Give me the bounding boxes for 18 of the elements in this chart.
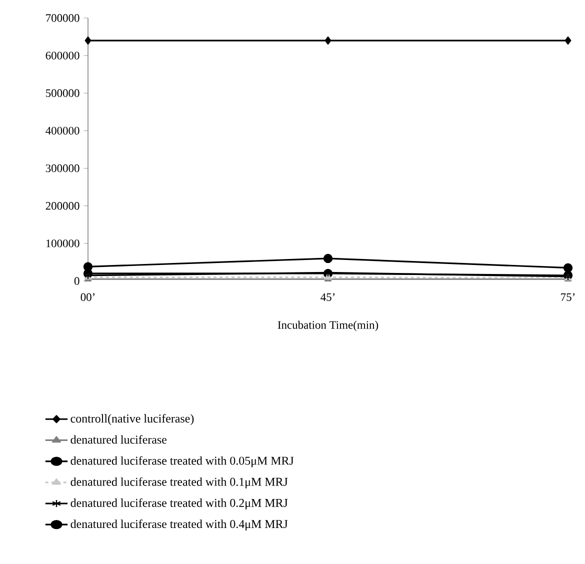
x-tick-label: 00’ xyxy=(80,293,95,301)
y-tick-label: 500000 xyxy=(46,89,80,98)
y-tick-label: 200000 xyxy=(46,202,80,210)
x-tick-label: 45’ xyxy=(320,293,335,301)
y-tick-label: 300000 xyxy=(46,164,80,172)
legend-label: denatured luciferase xyxy=(70,435,167,444)
legend-label: controll(native luciferase) xyxy=(70,414,194,426)
y-tick-label: 100000 xyxy=(46,240,80,248)
legend-label: denatured luciferase treated with 0.2μM MRJ xyxy=(70,498,288,510)
y-tick-label: 0 xyxy=(74,277,80,285)
legend-label: denatured luciferase treated with 0.4μM MRJ xyxy=(70,520,288,531)
x-axis-title: Incubation Time(min) xyxy=(278,320,378,332)
x-tick-label: 75’ xyxy=(561,293,575,301)
y-tick-label: 700000 xyxy=(46,14,80,22)
y-tick-label: 600000 xyxy=(46,52,80,60)
legend-label: denatured luciferase treated with 0.1μM MRJ xyxy=(70,477,288,488)
y-tick-label: 400000 xyxy=(46,126,80,135)
legend-label: denatured luciferase treated with 0.05μM MRJ xyxy=(70,456,294,468)
